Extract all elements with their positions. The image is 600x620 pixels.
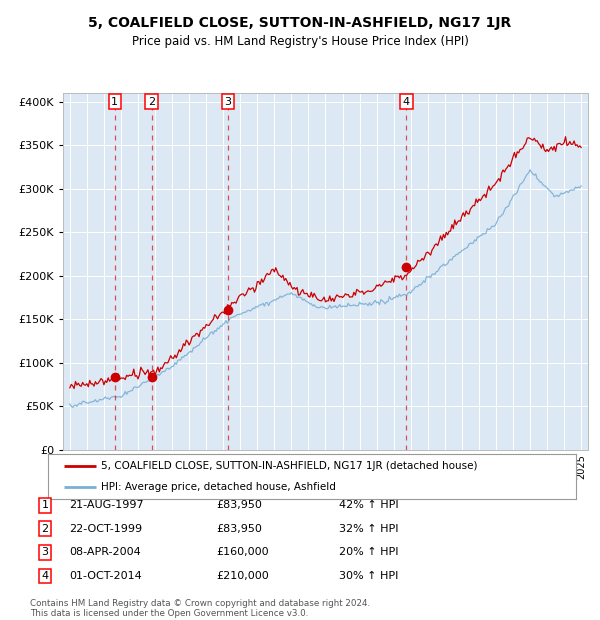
- Text: 32% ↑ HPI: 32% ↑ HPI: [339, 524, 398, 534]
- Text: 2: 2: [148, 97, 155, 107]
- Text: £83,950: £83,950: [216, 524, 262, 534]
- Text: £83,950: £83,950: [216, 500, 262, 510]
- Text: £160,000: £160,000: [216, 547, 269, 557]
- Text: 42% ↑ HPI: 42% ↑ HPI: [339, 500, 398, 510]
- Text: 08-APR-2004: 08-APR-2004: [69, 547, 141, 557]
- Text: £210,000: £210,000: [216, 571, 269, 581]
- Text: Price paid vs. HM Land Registry's House Price Index (HPI): Price paid vs. HM Land Registry's House …: [131, 35, 469, 48]
- Text: 20% ↑ HPI: 20% ↑ HPI: [339, 547, 398, 557]
- Text: 1: 1: [112, 97, 118, 107]
- Text: 21-AUG-1997: 21-AUG-1997: [69, 500, 143, 510]
- Text: 1: 1: [41, 500, 49, 510]
- Text: 22-OCT-1999: 22-OCT-1999: [69, 524, 142, 534]
- Text: 3: 3: [41, 547, 49, 557]
- Text: 2: 2: [41, 524, 49, 534]
- Text: 4: 4: [41, 571, 49, 581]
- Text: 5, COALFIELD CLOSE, SUTTON-IN-ASHFIELD, NG17 1JR (detached house): 5, COALFIELD CLOSE, SUTTON-IN-ASHFIELD, …: [101, 461, 478, 471]
- Text: 30% ↑ HPI: 30% ↑ HPI: [339, 571, 398, 581]
- Text: 5, COALFIELD CLOSE, SUTTON-IN-ASHFIELD, NG17 1JR: 5, COALFIELD CLOSE, SUTTON-IN-ASHFIELD, …: [88, 16, 512, 30]
- Text: Contains HM Land Registry data © Crown copyright and database right 2024.
This d: Contains HM Land Registry data © Crown c…: [30, 599, 370, 618]
- Text: 4: 4: [403, 97, 410, 107]
- Text: HPI: Average price, detached house, Ashfield: HPI: Average price, detached house, Ashf…: [101, 482, 335, 492]
- Text: 01-OCT-2014: 01-OCT-2014: [69, 571, 142, 581]
- Text: 3: 3: [224, 97, 232, 107]
